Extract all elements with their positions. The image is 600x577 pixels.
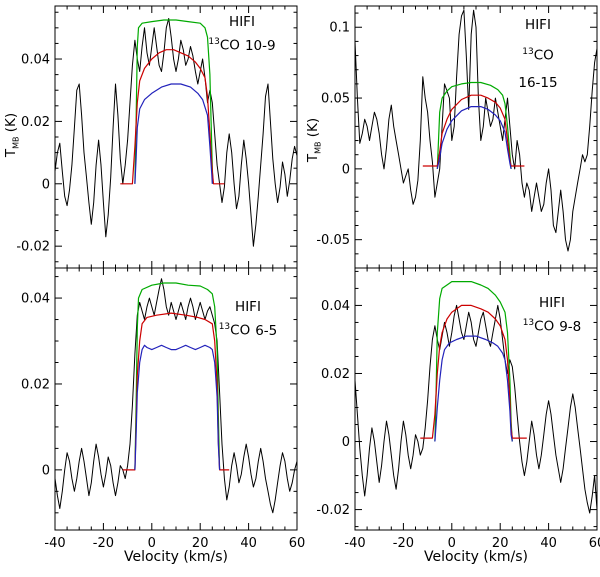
model-blue-line <box>434 335 513 442</box>
instrument-label: HIFI <box>229 14 255 30</box>
model-blue-line <box>134 344 221 470</box>
y-axis-label-right: TMB (K) <box>305 117 323 163</box>
x-tick-label: 20 <box>492 536 509 551</box>
model-green-line <box>436 81 512 169</box>
x-tick-label: -20 <box>93 536 114 551</box>
y-tick-label: 0.02 <box>21 115 50 130</box>
observed-spectrum-line <box>355 304 597 514</box>
molecule-label: 13CO 9-8 <box>522 318 582 335</box>
observed-spectrum-line <box>55 18 297 247</box>
x-axis-label-left: Velocity (km/s) <box>123 549 229 565</box>
x-tick-label: -40 <box>44 536 65 551</box>
instrument-label: HIFI <box>539 295 565 311</box>
isotope-superscript: 13 <box>522 318 535 328</box>
transition-label: 6-5 <box>255 322 278 339</box>
model-blue-line <box>134 83 213 184</box>
isotope-superscript: 13 <box>208 37 220 47</box>
y-tick-label: 0.04 <box>21 292 50 307</box>
x-tick-label: 60 <box>589 536 600 551</box>
isotope-superscript: 13 <box>522 47 534 57</box>
y-tick-label: 0 <box>42 463 50 478</box>
instrument-label: HIFI <box>235 299 261 315</box>
model-blue-line <box>436 105 512 170</box>
y-tick-label: 0.02 <box>321 367 350 382</box>
y-tick-label: 0.02 <box>21 378 50 393</box>
y-tick-label: -0.02 <box>316 503 350 518</box>
y-tick-label: 0 <box>342 162 350 177</box>
x-tick-label: -20 <box>393 536 414 551</box>
y-tick-label: 0.05 <box>321 92 350 107</box>
model-red-line <box>120 49 225 185</box>
x-tick-label: 40 <box>540 536 557 551</box>
instrument-label: HIFI <box>525 17 551 33</box>
x-axis-label-right: Velocity (km/s) <box>423 549 529 565</box>
molecule-label: 13CO 10-9 <box>208 37 276 54</box>
y-tick-label: 0.04 <box>321 299 350 314</box>
x-tick-label: 60 <box>289 536 306 551</box>
observed-spectrum-line <box>355 9 597 252</box>
transition-label: 9-8 <box>559 318 582 335</box>
transition-label: 10-9 <box>244 37 276 54</box>
model-red-line <box>420 304 527 439</box>
x-tick-label: -40 <box>344 536 365 551</box>
x-tick-label: 0 <box>148 536 156 551</box>
y-tick-label: 0.04 <box>21 53 50 68</box>
molecule-label: 13CO 6-5 <box>218 322 278 339</box>
molecule-label: 13CO <box>522 47 554 64</box>
y-axis-label-left: TMB (K) <box>3 112 21 158</box>
panel-label-13co-16-15: HIFI 13CO 16-15 <box>496 12 580 97</box>
isotope-superscript: 13 <box>218 322 231 332</box>
x-tick-label: 20 <box>192 536 209 551</box>
y-tick-label: 0 <box>342 435 350 450</box>
panel-label-13co-10-9: HIFI 13CO 10-9 <box>196 12 288 56</box>
model-green-line <box>134 282 221 470</box>
y-tick-label: 0 <box>42 177 50 192</box>
y-tick-label: 0.1 <box>329 21 350 36</box>
transition-label: 16-15 <box>518 74 558 91</box>
observed-spectrum-line <box>55 278 297 514</box>
y-tick-label: -0.05 <box>316 233 350 248</box>
model-red-line <box>422 94 525 167</box>
x-tick-label: 0 <box>448 536 456 551</box>
x-tick-label: 40 <box>240 536 257 551</box>
model-green-line <box>134 19 214 184</box>
y-tick-label: -0.02 <box>16 240 50 255</box>
panel-label-13co-6-5: HIFI 13CO 6-5 <box>200 297 296 341</box>
model-green-line <box>434 281 513 442</box>
panel-label-13co-9-8: HIFI 13CO 9-8 <box>506 293 598 337</box>
